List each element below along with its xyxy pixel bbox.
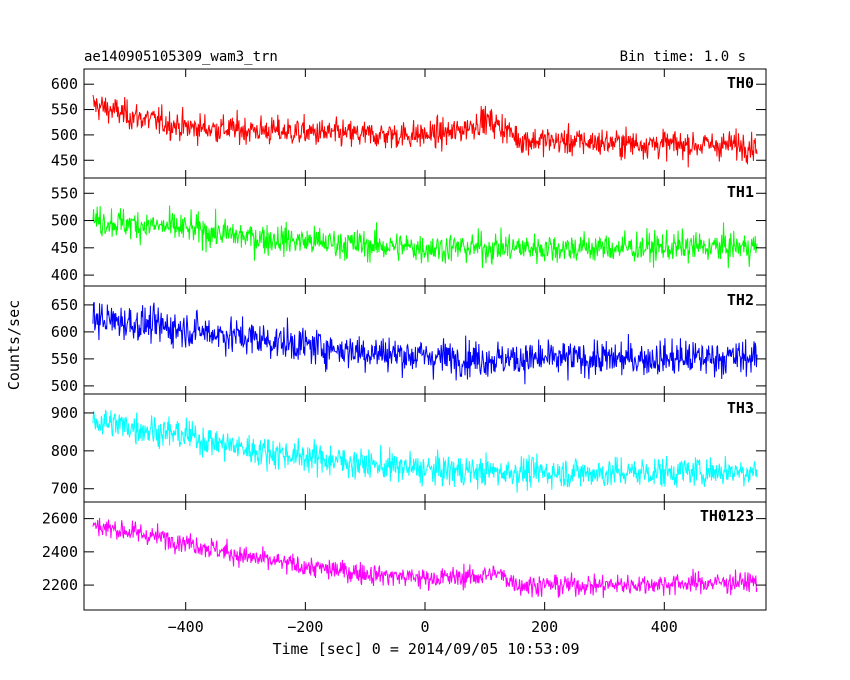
bin-time-label: Bin time: 1.0 s: [620, 49, 746, 65]
y-tick-label: 800: [51, 442, 78, 460]
series-line-th0: [92, 94, 758, 168]
x-tick-label: −200: [287, 618, 323, 636]
y-tick-label: 550: [51, 350, 78, 368]
panel-label: TH2: [727, 291, 754, 309]
y-tick-label: 450: [51, 151, 78, 169]
panel-label: TH0123: [700, 507, 754, 525]
x-axis-label: Time [sec] 0 = 2014/09/05 10:53:09: [272, 640, 579, 658]
series-line-th2: [92, 301, 758, 385]
y-tick-label: 400: [51, 266, 78, 284]
panel-th1: 400 450 500 550 TH1: [51, 177, 767, 287]
x-tick-label: −400: [168, 618, 204, 636]
y-axis-label: Counts/sec: [5, 300, 23, 390]
y-tick-label: 500: [51, 126, 78, 144]
panel-th2: 500 550 600 650 TH2: [51, 285, 767, 395]
y-tick-label: 600: [51, 323, 78, 341]
panel-th0: 450 500 550 600 TH0: [51, 68, 767, 179]
x-tick-label: 400: [651, 618, 678, 636]
y-tick-label: 700: [51, 480, 78, 498]
y-tick-label: 2400: [42, 543, 78, 561]
panel-frame: [83, 177, 767, 287]
panel-label: TH0: [727, 74, 754, 92]
y-tick-label: 500: [51, 377, 78, 395]
chart-title: ae140905105309_wam3_trn: [84, 49, 278, 65]
panel-frame: [83, 393, 767, 503]
series-line-th1: [92, 205, 758, 269]
panel-th0123: 2200 2400 2600 TH0123: [42, 501, 767, 611]
y-tick-label: 500: [51, 212, 78, 230]
panel-label: TH1: [727, 183, 754, 201]
y-tick-label: 2200: [42, 576, 78, 594]
y-tick-label: 650: [51, 296, 78, 314]
y-tick-label: 900: [51, 404, 78, 422]
series-line-th3: [92, 409, 758, 493]
y-tick-label: 600: [51, 75, 78, 93]
panel-label: TH3: [727, 399, 754, 417]
y-tick-label: 550: [51, 184, 78, 202]
y-tick-label: 2600: [42, 510, 78, 528]
x-tick-label: 0: [420, 618, 429, 636]
x-tick-label: 200: [531, 618, 558, 636]
series-line-th0123: [92, 517, 758, 598]
y-tick-label: 550: [51, 101, 78, 119]
panel-th3: 700 800 900 TH3: [51, 393, 767, 503]
y-tick-label: 450: [51, 239, 78, 257]
